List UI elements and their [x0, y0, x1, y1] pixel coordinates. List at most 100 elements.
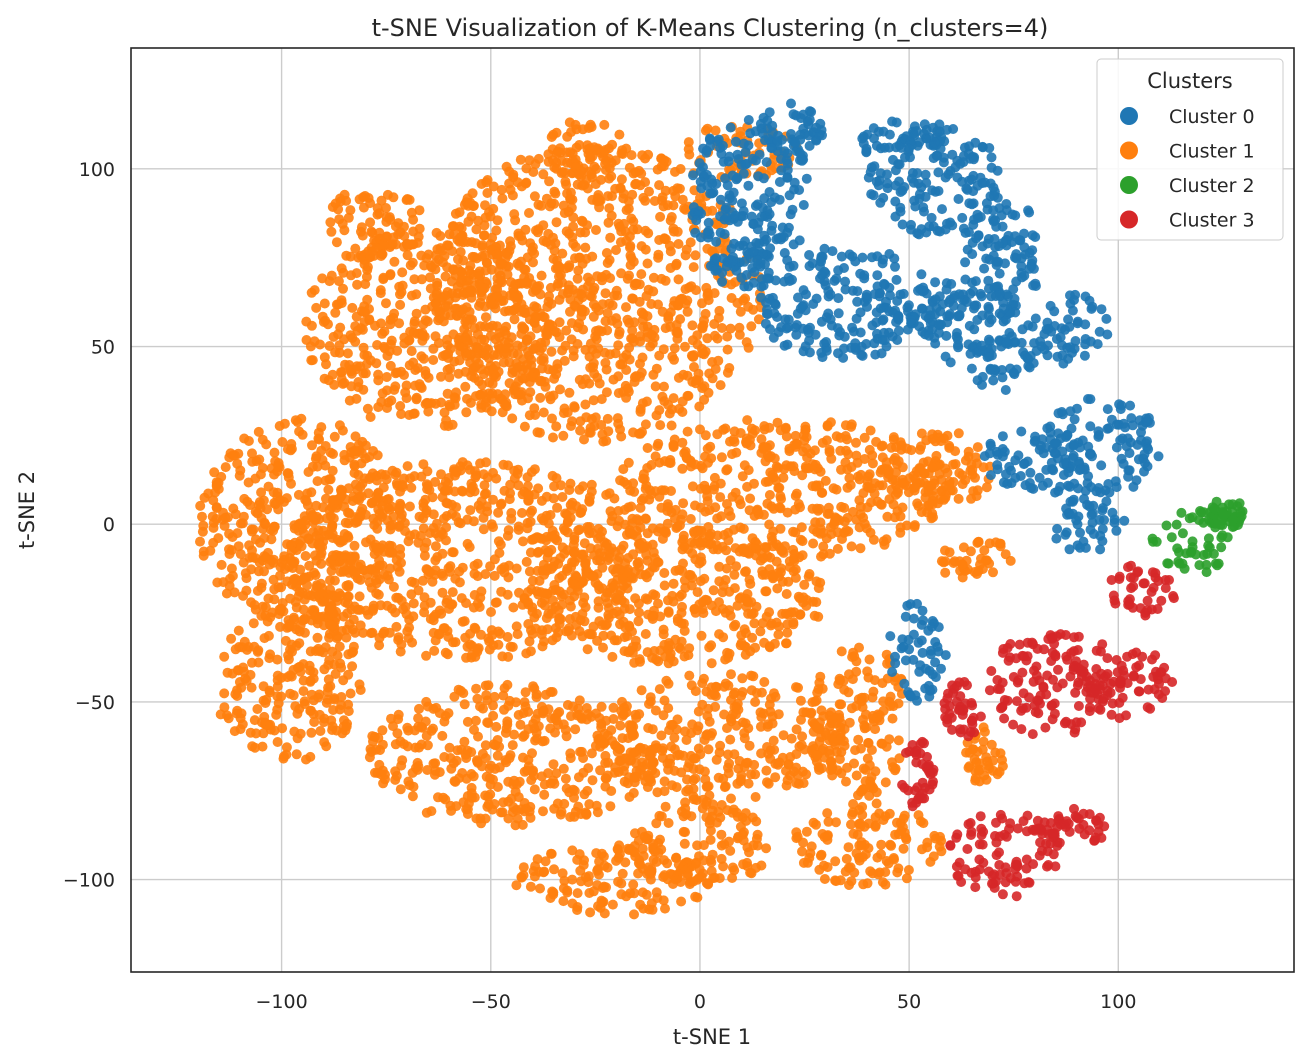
data-point — [676, 618, 687, 629]
data-point — [608, 714, 619, 724]
data-point — [503, 261, 514, 272]
data-point — [668, 393, 679, 404]
data-point — [758, 443, 769, 454]
data-point — [588, 285, 599, 296]
data-point — [751, 816, 762, 827]
data-point — [603, 610, 614, 620]
data-point — [771, 556, 782, 567]
data-point — [481, 402, 492, 413]
data-point — [390, 607, 401, 618]
data-point — [713, 355, 724, 366]
data-point — [581, 714, 592, 725]
data-point — [793, 682, 803, 693]
data-point — [469, 252, 480, 262]
data-point — [853, 790, 863, 801]
data-point — [671, 782, 682, 793]
data-point — [662, 518, 673, 529]
data-point — [409, 318, 420, 329]
data-point — [564, 387, 575, 398]
data-point — [564, 485, 575, 495]
data-point — [299, 699, 310, 709]
data-point — [785, 770, 796, 781]
data-point — [769, 688, 779, 699]
data-point — [324, 505, 335, 516]
data-point — [633, 616, 644, 627]
data-point — [257, 434, 268, 445]
data-point — [349, 459, 360, 470]
data-point — [421, 508, 432, 519]
data-point — [544, 319, 555, 330]
data-point — [547, 886, 558, 897]
data-point — [684, 670, 695, 681]
data-point — [816, 487, 827, 498]
data-point — [673, 274, 684, 285]
data-point — [550, 727, 560, 738]
data-point — [742, 547, 753, 558]
data-point — [536, 495, 547, 506]
data-point — [306, 355, 317, 366]
data-point — [336, 662, 347, 673]
data-point — [260, 698, 271, 708]
data-point — [561, 179, 572, 190]
data-point — [491, 225, 502, 236]
data-point — [877, 440, 888, 451]
data-point — [561, 226, 572, 237]
data-point — [350, 431, 361, 442]
data-point — [915, 444, 925, 455]
data-point — [449, 356, 460, 367]
data-point — [343, 669, 354, 680]
data-point — [454, 221, 465, 232]
data-point — [721, 545, 732, 556]
data-point — [461, 773, 472, 784]
data-point — [745, 440, 756, 451]
data-point — [853, 734, 864, 745]
data-point — [887, 757, 897, 768]
data-point — [877, 452, 888, 463]
data-point — [513, 228, 524, 239]
data-point — [593, 305, 604, 316]
data-point — [676, 607, 687, 618]
data-point — [700, 308, 711, 319]
data-point — [622, 314, 633, 325]
data-point — [483, 388, 494, 399]
data-point — [972, 442, 983, 453]
data-point — [635, 331, 646, 342]
data-point — [378, 240, 389, 250]
data-point — [643, 862, 654, 873]
data-point — [548, 253, 559, 264]
data-point — [256, 582, 267, 593]
data-point — [601, 248, 612, 258]
data-point — [895, 437, 906, 448]
data-point — [522, 587, 533, 597]
data-point — [409, 274, 420, 285]
data-point — [677, 437, 688, 448]
data-point — [212, 577, 223, 588]
data-point — [692, 892, 703, 903]
data-point — [773, 462, 783, 473]
data-point — [621, 707, 632, 718]
data-point — [742, 415, 753, 426]
data-point — [957, 572, 968, 583]
data-point — [658, 629, 669, 640]
data-point — [470, 715, 481, 726]
data-point — [745, 646, 756, 657]
data-point — [661, 528, 671, 538]
data-point — [659, 639, 670, 650]
data-point — [581, 412, 592, 423]
data-point — [820, 475, 831, 486]
data-point — [274, 421, 285, 431]
data-point — [566, 334, 577, 345]
data-point — [730, 543, 741, 554]
data-point — [767, 711, 778, 722]
data-point — [428, 343, 439, 354]
data-point — [508, 283, 519, 294]
data-point — [554, 586, 565, 597]
data-point — [674, 564, 685, 575]
data-point — [967, 464, 978, 475]
data-point — [681, 735, 692, 745]
data-point — [615, 744, 625, 754]
data-point — [901, 873, 912, 884]
data-point — [513, 521, 524, 532]
data-point — [744, 847, 754, 858]
